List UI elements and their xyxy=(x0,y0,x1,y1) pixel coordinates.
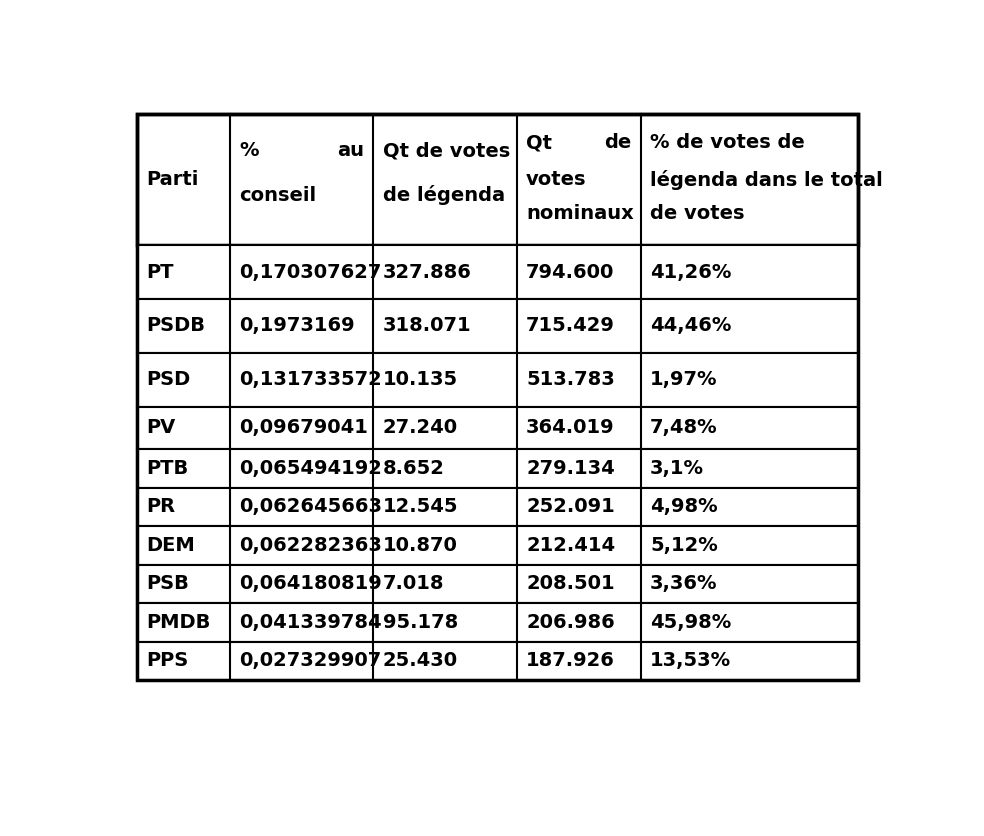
Text: 206.986: 206.986 xyxy=(526,613,615,632)
Text: 318.071: 318.071 xyxy=(383,317,471,335)
Text: 327.886: 327.886 xyxy=(383,263,471,282)
Text: 25.430: 25.430 xyxy=(383,651,458,670)
Bar xyxy=(137,603,858,642)
Text: PMDB: PMDB xyxy=(147,613,211,632)
Text: PR: PR xyxy=(147,497,175,517)
Text: 41,26%: 41,26% xyxy=(650,263,731,282)
Text: Qt: Qt xyxy=(526,134,552,152)
Text: 95.178: 95.178 xyxy=(383,613,458,632)
Text: 8.652: 8.652 xyxy=(383,459,445,478)
Text: 0,1973169: 0,1973169 xyxy=(239,317,355,335)
Text: de légenda: de légenda xyxy=(383,186,505,206)
Text: 513.783: 513.783 xyxy=(526,370,615,390)
Text: Parti: Parti xyxy=(147,171,199,189)
Text: DEM: DEM xyxy=(147,536,195,555)
Text: 12.545: 12.545 xyxy=(383,497,459,517)
Text: PSDB: PSDB xyxy=(147,317,206,335)
Bar xyxy=(137,526,858,564)
Text: conseil: conseil xyxy=(239,186,317,205)
Text: 7.018: 7.018 xyxy=(383,574,444,594)
Text: de votes: de votes xyxy=(650,204,745,223)
Bar xyxy=(137,487,858,526)
Text: 794.600: 794.600 xyxy=(526,263,614,282)
Bar xyxy=(137,245,858,299)
Text: 0,065494192: 0,065494192 xyxy=(239,459,382,478)
Text: 208.501: 208.501 xyxy=(526,574,615,594)
Text: votes: votes xyxy=(526,171,586,189)
Text: au: au xyxy=(338,141,364,161)
Text: 212.414: 212.414 xyxy=(526,536,615,555)
Text: 0,064180819: 0,064180819 xyxy=(239,574,382,594)
Text: 10.870: 10.870 xyxy=(383,536,458,555)
Text: PT: PT xyxy=(147,263,174,282)
Text: 7,48%: 7,48% xyxy=(650,419,717,437)
Text: Qt de votes: Qt de votes xyxy=(383,141,510,161)
Bar xyxy=(137,449,858,487)
Text: PTB: PTB xyxy=(147,459,189,478)
Text: 279.134: 279.134 xyxy=(526,459,615,478)
Text: 0,027329907: 0,027329907 xyxy=(239,651,382,670)
Text: PSB: PSB xyxy=(147,574,189,594)
Text: 3,36%: 3,36% xyxy=(650,574,717,594)
Text: 0,062645663: 0,062645663 xyxy=(239,497,382,517)
Text: 187.926: 187.926 xyxy=(526,651,615,670)
Text: 44,46%: 44,46% xyxy=(650,317,731,335)
Text: 0,041339784: 0,041339784 xyxy=(239,613,382,632)
Text: légenda dans le total: légenda dans le total xyxy=(650,170,883,190)
Text: 1,97%: 1,97% xyxy=(650,370,717,390)
Bar xyxy=(137,115,858,245)
Text: 0,131733572: 0,131733572 xyxy=(239,370,382,390)
Bar xyxy=(137,353,858,407)
Text: %: % xyxy=(239,141,259,161)
Text: 0,170307627: 0,170307627 xyxy=(239,263,382,282)
Bar xyxy=(137,299,858,353)
Text: PPS: PPS xyxy=(147,651,189,670)
Text: nominaux: nominaux xyxy=(526,204,634,223)
Text: 715.429: 715.429 xyxy=(526,317,615,335)
Text: 252.091: 252.091 xyxy=(526,497,615,517)
Text: 27.240: 27.240 xyxy=(383,419,458,437)
Text: 0,09679041: 0,09679041 xyxy=(239,419,368,437)
Text: % de votes de: % de votes de xyxy=(650,134,805,152)
Text: 45,98%: 45,98% xyxy=(650,613,731,632)
Text: de: de xyxy=(604,134,632,152)
Text: PSD: PSD xyxy=(147,370,191,390)
Bar xyxy=(137,564,858,603)
Bar xyxy=(137,407,858,449)
Text: PV: PV xyxy=(147,419,175,437)
Text: 13,53%: 13,53% xyxy=(650,651,731,670)
Bar xyxy=(137,642,858,681)
Bar xyxy=(137,115,858,681)
Text: 4,98%: 4,98% xyxy=(650,497,717,517)
Text: 364.019: 364.019 xyxy=(526,419,615,437)
Text: 5,12%: 5,12% xyxy=(650,536,717,555)
Text: 0,062282363: 0,062282363 xyxy=(239,536,382,555)
Text: 3,1%: 3,1% xyxy=(650,459,704,478)
Text: 10.135: 10.135 xyxy=(383,370,458,390)
